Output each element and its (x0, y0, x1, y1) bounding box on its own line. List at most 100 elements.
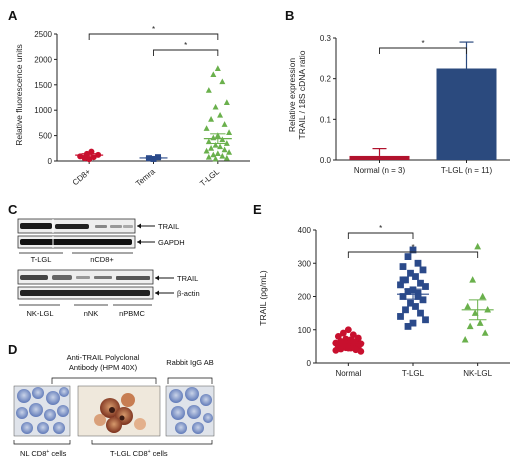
data-point (221, 146, 228, 153)
y-tick-label: 2500 (34, 30, 52, 39)
data-point (397, 313, 404, 320)
data-point (422, 283, 429, 290)
data-point (414, 259, 422, 267)
data-point (212, 103, 219, 110)
data-point (226, 149, 233, 155)
data-point (223, 140, 230, 146)
data-point (205, 153, 212, 160)
data-point (404, 253, 412, 260)
western-blot-top: TRAIL GAPDH T-LGL nCD8+ (17, 218, 185, 264)
data-point (479, 292, 487, 300)
data-point (212, 141, 219, 148)
data-point (226, 129, 233, 135)
micrograph-tlgl-cd8 (77, 385, 161, 437)
panel-a-chart: Relative fluorescence units 0 500 1000 1500… (14, 25, 250, 188)
blot-bottom-group-nklgl: NK-LGL (26, 309, 53, 318)
panel-b-chart: Relative expression TRAIL / 18S cDNA rat… (287, 34, 510, 175)
data-point (414, 293, 422, 300)
blot-top-trail-label: TRAIL (158, 222, 179, 231)
significance-star: * (152, 25, 155, 34)
data-point (223, 154, 230, 161)
significance-star: * (379, 224, 382, 233)
data-point (412, 273, 419, 280)
micro-nl-label: NL CD8+ cells (20, 449, 67, 458)
panel-e-chart: TRAIL (pg/mL) 0 100 200 300 400 Normal T-LGL NK… (258, 224, 510, 378)
data-point (212, 155, 219, 162)
data-point (419, 266, 427, 274)
x-tick-label: T-LGL (n = 11) (441, 166, 493, 175)
data-point (412, 303, 419, 310)
y-tick-label: 2000 (34, 55, 52, 64)
data-point (214, 65, 221, 71)
data-point (357, 347, 365, 355)
micro-rabbit-label: Rabbit IgG AB (166, 358, 214, 367)
data-point (404, 323, 412, 330)
x-tick-label: NK-LGL (463, 369, 492, 378)
y-tick-label: 0 (48, 157, 53, 166)
data-point (344, 344, 352, 352)
data-point (407, 299, 414, 307)
y-tick-label: 300 (298, 259, 312, 268)
data-point (214, 150, 221, 157)
micro-title-line1: Anti-TRAIL Polyclonal (67, 353, 140, 362)
micrograph-panel: Anti-TRAIL Polyclonal Antibody (HPM 40X)… (13, 353, 215, 458)
western-blot-bottom: TRAIL β-actin NK-LGL nNK nPBMC (17, 269, 200, 318)
data-point (464, 302, 472, 310)
significance-star: * (411, 243, 414, 252)
significance-star: * (421, 39, 424, 48)
x-tick-label: Normal (335, 369, 361, 378)
data-point (402, 306, 409, 314)
data-point (88, 148, 95, 155)
data-point (208, 145, 215, 151)
data-point (407, 269, 414, 277)
data-point (461, 335, 469, 343)
data-point (332, 346, 340, 354)
data-point (205, 87, 212, 93)
data-point (422, 316, 429, 324)
micro-title-line2: Antibody (HPM 40X) (69, 363, 138, 372)
data-point (474, 242, 482, 250)
data-point (409, 319, 417, 327)
blot-bottom-trail-label: TRAIL (177, 274, 198, 283)
panel-label-b: B (285, 8, 294, 23)
panel-a-ylabel: Relative fluorescence units (14, 44, 24, 146)
panel-e-ylabel: TRAIL (pg/mL) (258, 270, 268, 326)
y-tick-label: 0.3 (320, 34, 332, 43)
blot-top-gapdh-label: GAPDH (158, 238, 185, 247)
significance-bracket (153, 49, 219, 56)
micrograph-rabbit-igg (165, 385, 215, 437)
y-tick-label: 500 (39, 132, 53, 141)
data-point (344, 326, 352, 334)
data-point (208, 116, 215, 122)
panel-label-c: C (8, 202, 18, 217)
data-point (469, 276, 477, 283)
y-tick-label: 1500 (34, 81, 52, 90)
x-tick-label: CD8+ (71, 167, 93, 187)
bar (349, 155, 410, 160)
data-point (217, 111, 224, 118)
significance-bracket (88, 33, 219, 40)
data-point (399, 293, 407, 300)
data-point (419, 296, 427, 304)
y-tick-label: 100 (298, 326, 312, 335)
micro-tlgl-label: T-LGL CD8+ cells (110, 449, 168, 458)
data-point (417, 279, 424, 287)
bar (436, 68, 497, 160)
panel-b-ylabel-line2: TRAIL / 18S cDNA ratio (297, 50, 307, 139)
y-tick-label: 0 (307, 359, 312, 368)
blot-top-group-ncd8: nCD8+ (90, 255, 114, 264)
x-tick-label: Normal (n = 3) (354, 166, 406, 175)
x-tick-label: T-LGL (402, 369, 425, 378)
y-tick-label: 1000 (34, 106, 52, 115)
micrograph-nl-cd8 (13, 385, 71, 437)
blot-bottom-group-nnk: nNK (84, 309, 99, 318)
data-point (210, 71, 217, 78)
x-tick-label: T-LGL (198, 167, 221, 189)
data-point (399, 263, 407, 270)
significance-bracket (347, 251, 479, 258)
significance-bracket (347, 232, 414, 239)
panel-label-a: A (8, 8, 18, 23)
panel-b-ylabel-line1: Relative expression (287, 58, 297, 132)
data-point (481, 329, 489, 336)
